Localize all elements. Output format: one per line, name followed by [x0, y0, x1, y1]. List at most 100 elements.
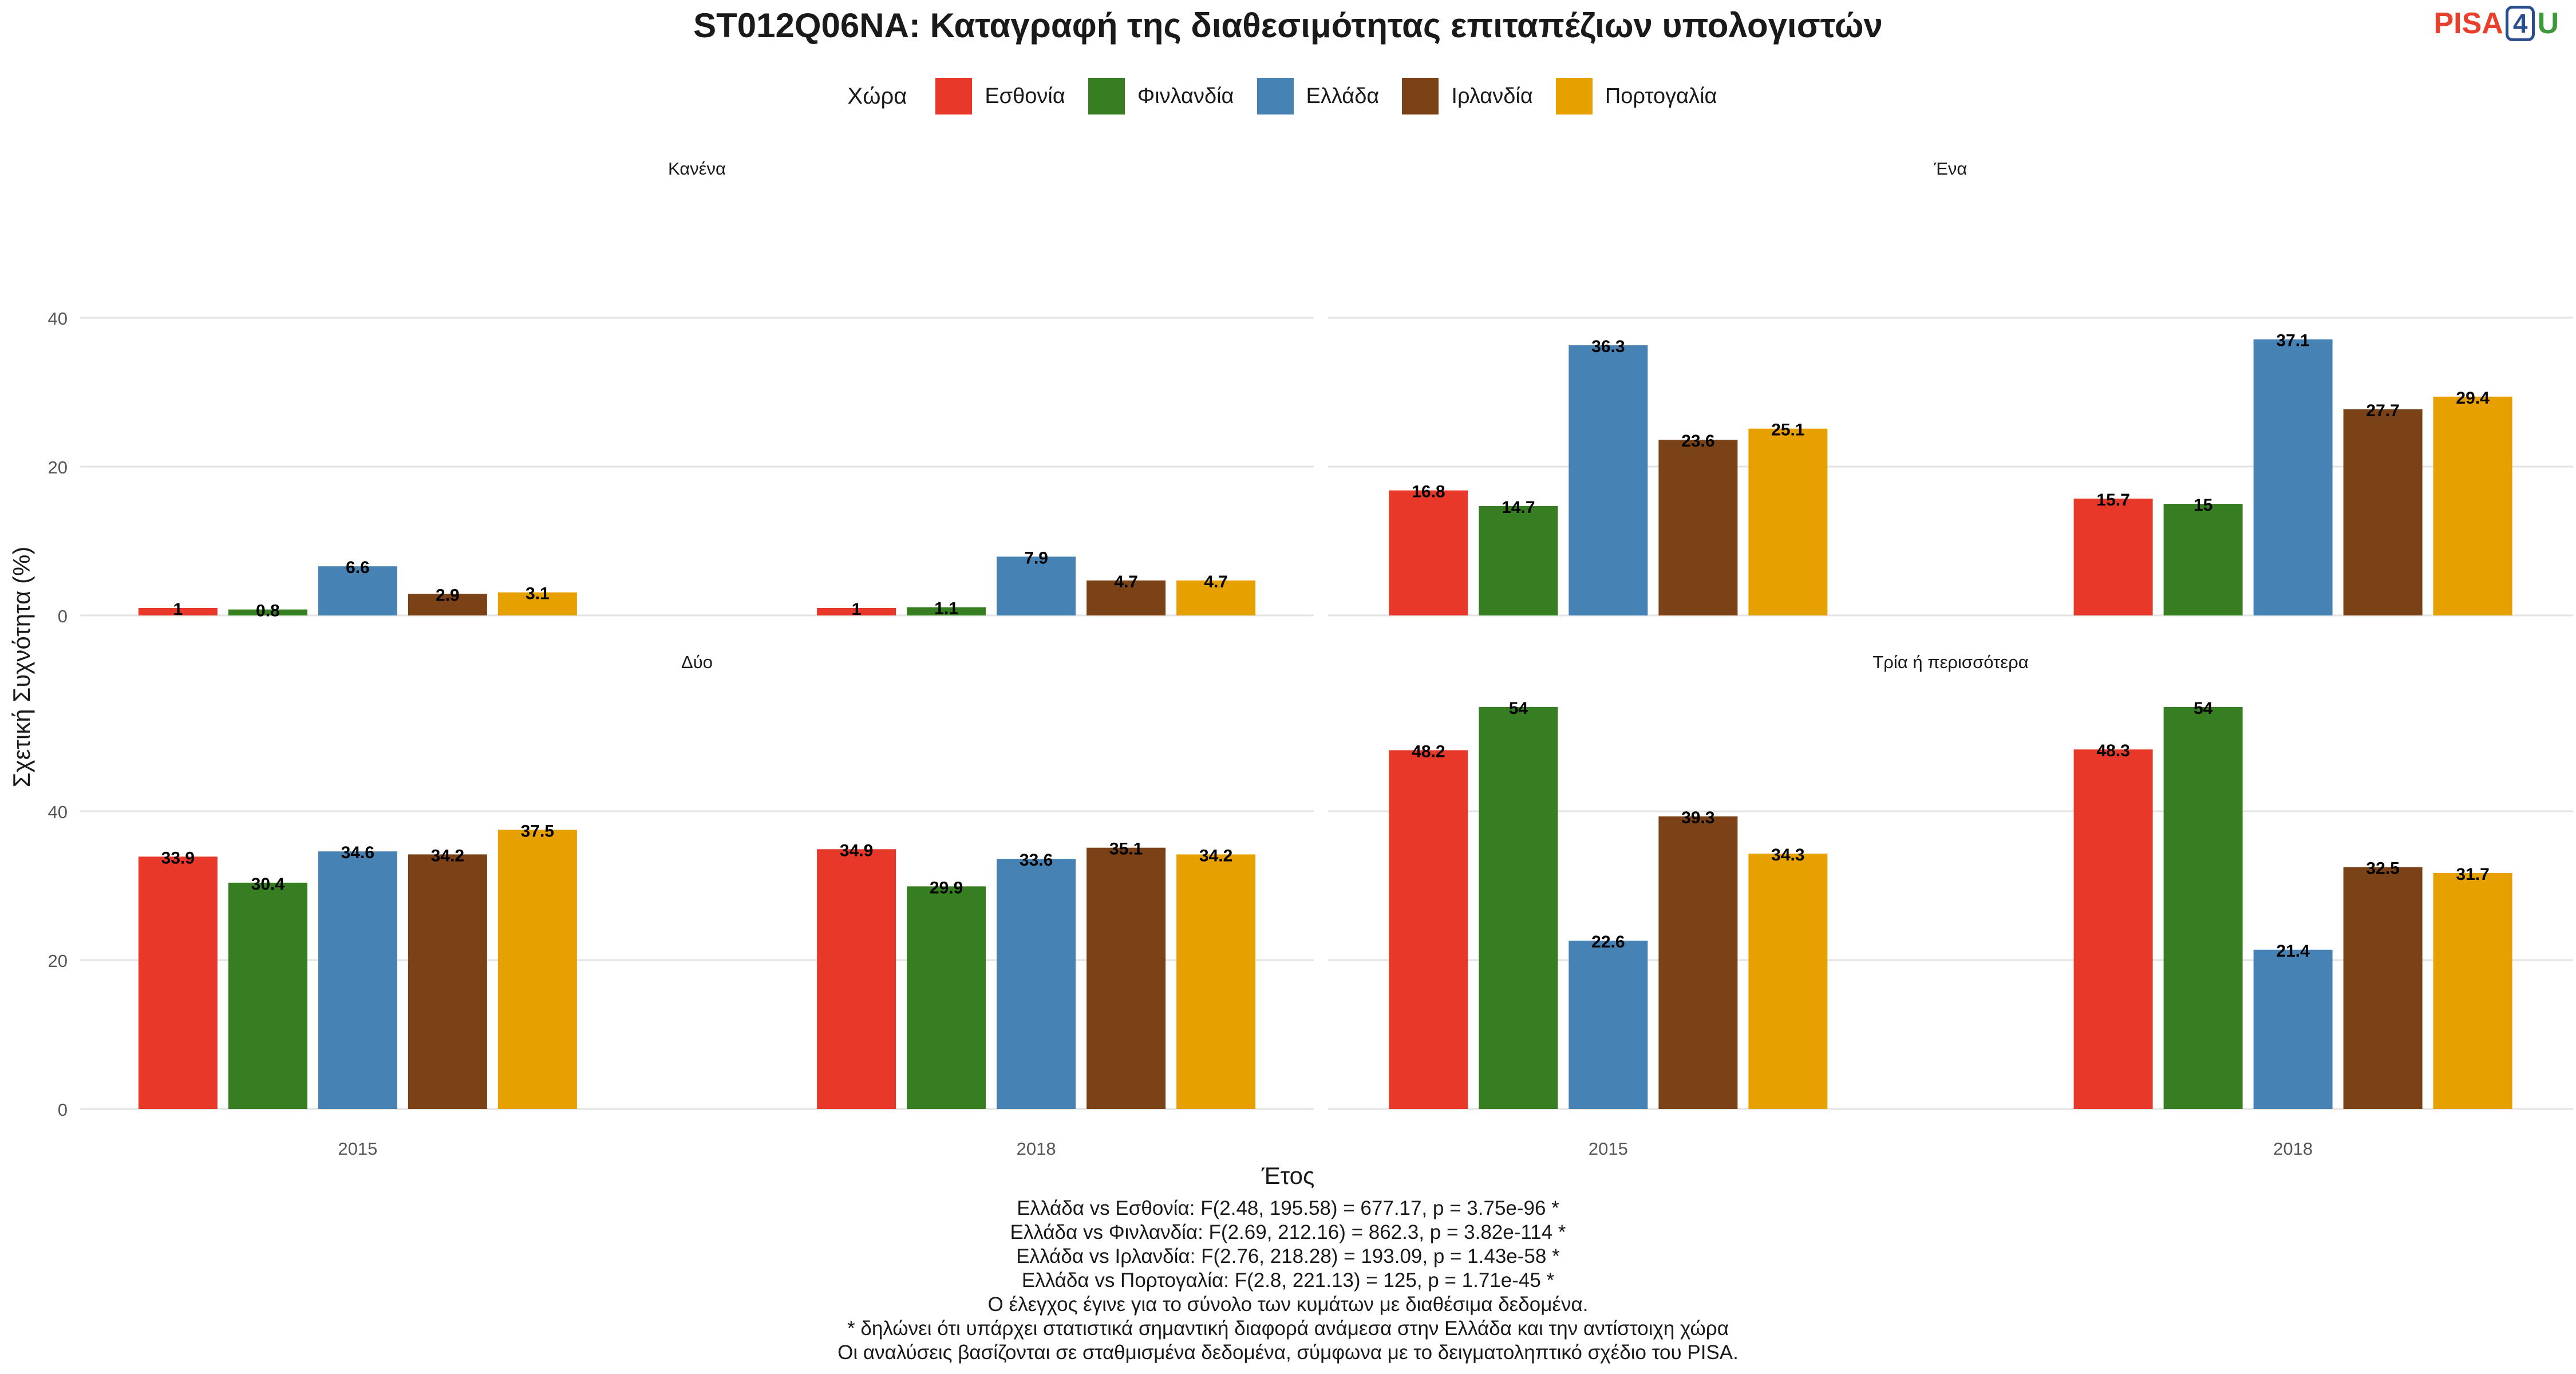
data-label: 4.7	[1114, 572, 1138, 591]
bar-Ένα-2018-3	[2343, 409, 2423, 615]
data-label: 34.6	[341, 843, 374, 862]
logo-pisa-text: PISA	[2433, 7, 2503, 40]
bar-Κανένα-2015-1	[228, 609, 307, 615]
bar-Ένα-2015-2	[1568, 345, 1648, 615]
legend: Χώρα Εσθονία Φινλανδία Ελλάδα Ιρλανδία Π…	[0, 78, 2576, 114]
bar-Δύο-2018-3	[1086, 847, 1166, 1109]
legend-title: Χώρα	[847, 83, 907, 109]
bar-Δύο-2015-0	[138, 856, 218, 1109]
footnote-line: Ελλάδα vs Πορτογαλία: F(2.8, 221.13) = 1…	[1021, 1269, 1555, 1292]
data-label: 27.7	[2366, 401, 2399, 420]
chart-title: ST012Q06NA: Καταγραφή της διαθεσιμότητας…	[693, 6, 1883, 45]
bar-Κανένα-2018-3	[1086, 580, 1166, 615]
data-label: 37.1	[2276, 331, 2309, 350]
bar-Τρία-ή-περισσότερα-2015-4	[1748, 854, 1828, 1109]
logo-four-text: 4	[2505, 6, 2535, 41]
data-label: 29.9	[930, 878, 963, 897]
data-label: 34.3	[1771, 846, 1804, 864]
bar-Δύο-2015-3	[408, 854, 487, 1109]
data-label: 31.7	[2456, 865, 2489, 884]
data-label: 34.9	[840, 841, 873, 860]
y-tick-label: 0	[58, 606, 68, 626]
data-label: 30.4	[251, 875, 285, 894]
data-label: 54	[2194, 699, 2213, 718]
legend-label-estonia: Εσθονία	[985, 84, 1065, 108]
footnote-line: Ελλάδα vs Ιρλανδία: F(2.76, 218.28) = 19…	[1016, 1245, 1560, 1268]
legend-item-estonia: Εσθονία	[935, 78, 1065, 114]
bar-Τρία-ή-περισσότερα-2018-4	[2433, 872, 2512, 1109]
bar-Ένα-2018-4	[2433, 396, 2512, 615]
bar-Κανένα-2015-2	[318, 566, 397, 615]
bar-Κανένα-2018-4	[1176, 580, 1256, 615]
data-label: 39.3	[1681, 808, 1714, 827]
x-tick-label: 2018	[1017, 1139, 1056, 1159]
x-tick-label: 2018	[2273, 1139, 2313, 1159]
bar-Τρία-ή-περισσότερα-2018-3	[2343, 867, 2423, 1109]
legend-swatch-greece	[1257, 78, 1294, 114]
bar-Δύο-2015-2	[318, 851, 397, 1109]
bar-Τρία-ή-περισσότερα-2015-0	[1389, 750, 1468, 1109]
bar-Κανένα-2015-4	[497, 592, 577, 615]
bar-Ένα-2015-1	[1479, 506, 1558, 615]
data-label: 3.1	[526, 585, 550, 603]
bar-Ένα-2018-0	[2073, 498, 2153, 615]
data-label: 48.2	[1412, 742, 1445, 761]
bar-Δύο-2018-0	[817, 849, 896, 1109]
x-axis-title: Έτος	[1261, 1162, 1315, 1189]
bar-Κανένα-2018-2	[997, 556, 1076, 615]
bar-Τρία-ή-περισσότερα-2015-2	[1568, 941, 1648, 1109]
data-label: 6.6	[346, 558, 370, 577]
bar-Κανένα-2018-0	[817, 608, 896, 615]
data-label: 29.4	[2456, 389, 2490, 408]
footnotes: Ελλάδα vs Εσθονία: F(2.48, 195.58) = 677…	[0, 1197, 2576, 1365]
data-label: 48.3	[2096, 741, 2129, 760]
footnote-line: * δηλώνει ότι υπάρχει στατιστικά σημαντι…	[847, 1317, 1729, 1340]
data-label: 1	[173, 600, 183, 619]
legend-item-portugal: Πορτογαλία	[1555, 78, 1717, 114]
data-label: 1.1	[934, 599, 958, 618]
bar-Ένα-2015-4	[1748, 428, 1828, 615]
data-label: 37.5	[521, 822, 554, 841]
facet-title: Τρία ή περισσότερα	[1872, 652, 2028, 672]
data-label: 0.8	[256, 602, 280, 621]
legend-item-ireland: Ιρλανδία	[1402, 78, 1533, 114]
data-label: 36.3	[1591, 337, 1625, 356]
legend-label-portugal: Πορτογαλία	[1605, 84, 1717, 108]
bar-Τρία-ή-περισσότερα-2015-3	[1658, 816, 1738, 1109]
y-axis-title: Σχετική Συχνότητα (%)	[8, 547, 35, 788]
logo-u-text: U	[2537, 7, 2559, 40]
bar-Τρία-ή-περισσότερα-2018-0	[2073, 749, 2153, 1109]
data-label: 34.2	[1199, 846, 1232, 865]
bar-Ένα-2018-1	[2163, 504, 2243, 615]
footnote-line: Ελλάδα vs Εσθονία: F(2.48, 195.58) = 677…	[1017, 1197, 1559, 1219]
data-label: 32.5	[2366, 859, 2399, 878]
bar-Τρία-ή-περισσότερα-2018-2	[2253, 949, 2333, 1109]
data-label: 25.1	[1771, 421, 1804, 440]
legend-label-finland: Φινλανδία	[1137, 84, 1234, 108]
bar-Δύο-2018-1	[907, 886, 986, 1109]
data-label: 23.6	[1681, 432, 1714, 451]
bar-Ένα-2015-3	[1658, 440, 1738, 615]
data-label: 15	[2194, 496, 2212, 515]
legend-label-greece: Ελλάδα	[1306, 84, 1380, 108]
y-tick-label: 40	[48, 802, 68, 822]
bar-Ένα-2018-2	[2253, 339, 2333, 615]
bar-Κανένα-2015-3	[408, 594, 487, 615]
y-tick-label: 20	[48, 951, 68, 971]
bar-Δύο-2018-2	[997, 859, 1076, 1109]
y-tick-label: 20	[48, 457, 68, 477]
bar-Ένα-2015-0	[1389, 490, 1468, 615]
data-label: 1	[852, 600, 862, 619]
legend-label-ireland: Ιρλανδία	[1451, 84, 1533, 108]
footnote-line: Ο έλεγχος έγινε για το σύνολο των κυμάτω…	[987, 1293, 1589, 1316]
x-tick-label: 2015	[338, 1139, 377, 1159]
bar-Κανένα-2015-0	[138, 608, 218, 615]
data-label: 34.2	[431, 846, 464, 865]
legend-swatch-ireland	[1402, 78, 1439, 114]
bar-Δύο-2015-1	[228, 882, 307, 1109]
facet-title: Δύο	[681, 652, 713, 672]
footnote-line: Ελλάδα vs Φινλανδία: F(2.69, 212.16) = 8…	[1010, 1221, 1566, 1243]
data-label: 7.9	[1024, 548, 1048, 567]
pisa4u-logo: PISA 4 U	[2433, 6, 2559, 41]
data-label: 16.8	[1412, 483, 1445, 502]
